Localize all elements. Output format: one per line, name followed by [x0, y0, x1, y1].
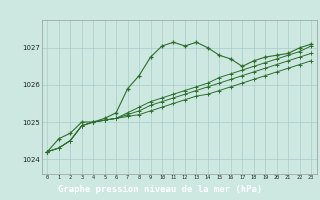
Text: Graphe pression niveau de la mer (hPa): Graphe pression niveau de la mer (hPa)	[58, 184, 262, 194]
